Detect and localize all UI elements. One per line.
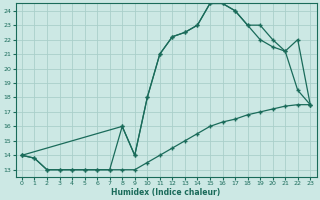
X-axis label: Humidex (Indice chaleur): Humidex (Indice chaleur) [111, 188, 221, 197]
